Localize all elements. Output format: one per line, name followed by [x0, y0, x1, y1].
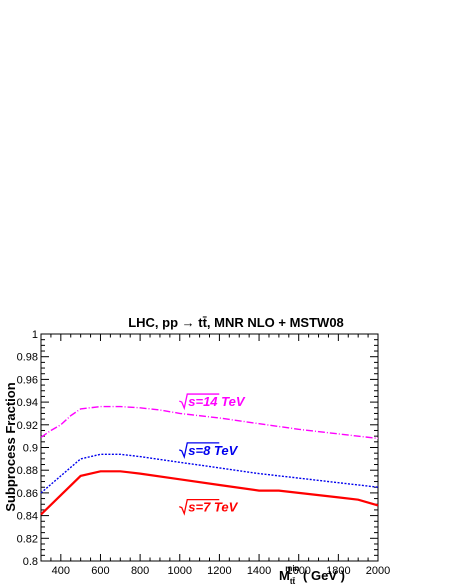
- sqrt-sign-icon: [179, 498, 220, 516]
- y-tick-label: 0.9: [23, 443, 38, 455]
- series-line-0: [40, 405, 379, 440]
- x-tick-label: 1400: [247, 565, 271, 577]
- y-tick-label: 0.92: [17, 420, 38, 432]
- series-labels: s=14 TeV s=8 TeV s=7 TeV: [179, 393, 246, 516]
- series-label-text: s=7 TeV: [188, 500, 238, 515]
- x-tick-label: 2000: [366, 565, 390, 577]
- x-axis-title-main: M: [279, 568, 290, 583]
- y-tick-label: 0.96: [17, 374, 38, 386]
- x-tick-label: 600: [91, 565, 109, 577]
- x-axis-title-sup: min: [285, 564, 299, 573]
- series-line-2: [40, 470, 379, 516]
- x-tick-label: 1200: [207, 565, 231, 577]
- y-tick-label: 0.86: [17, 488, 38, 500]
- y-tick-label: 0.88: [17, 465, 38, 477]
- y-tick-label: 0.82: [17, 533, 38, 545]
- sqrt-sign-icon: [179, 442, 220, 460]
- y-axis: 0.8 0.82 0.84 0.86 0.88 0.9 0.92 0.94 0.96 0.98 1: [17, 329, 378, 568]
- x-tick-label: 400: [52, 565, 70, 577]
- plot-frame: [40, 333, 379, 562]
- x-tick-label: 1800: [326, 565, 350, 577]
- series-label-text: s=14 TeV: [188, 394, 246, 409]
- y-tick-label: 0.8: [23, 556, 38, 568]
- series-label-2: s=7 TeV: [179, 498, 239, 516]
- chart-title: LHC, pp → tt̄, MNR NLO + MSTW08: [128, 315, 344, 330]
- y-tick-label: 1: [32, 329, 38, 341]
- series-layer: [40, 405, 379, 516]
- x-axis: 400 600 800 1000 1200 1400 1600 1800 2000: [40, 334, 390, 577]
- x-tick-label: 1000: [168, 565, 192, 577]
- x-axis-title-unit: ( GeV ): [299, 568, 345, 583]
- y-axis-title: Subprocess Fraction: [3, 382, 18, 511]
- y-tick-label: 0.84: [17, 511, 38, 523]
- series-label-1: s=8 TeV: [179, 442, 239, 460]
- series-label-text: s=8 TeV: [188, 443, 238, 458]
- x-tick-label: 1600: [286, 565, 310, 577]
- y-tick-label: 0.94: [17, 397, 38, 409]
- sqrt-sign-icon: [179, 393, 220, 411]
- x-axis-title-sub: tt̄: [290, 577, 296, 586]
- x-tick-label: 800: [131, 565, 149, 577]
- y-tick-label: 0.98: [17, 352, 38, 364]
- series-label-0: s=14 TeV: [179, 393, 246, 411]
- x-axis-title: Mtt̄ min ( GeV ): [279, 564, 345, 586]
